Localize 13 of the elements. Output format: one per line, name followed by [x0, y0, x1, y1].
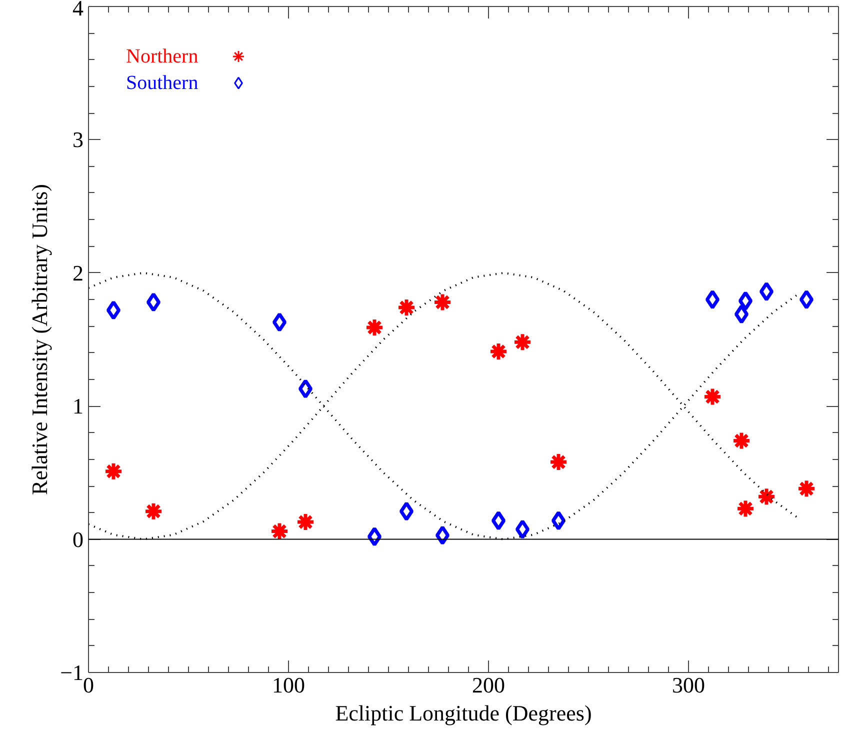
x-tick-label: 200: [472, 672, 505, 698]
x-tick-label: 100: [272, 672, 305, 698]
y-tick-label: 0: [72, 526, 84, 552]
y-tick-label: −1: [60, 660, 84, 685]
y-tick-label: 1: [72, 394, 84, 419]
x-tick-label: 300: [672, 672, 705, 698]
y-tick-label: 3: [72, 127, 84, 152]
y-axis-title: Relative Intensity (Arbitrary Units): [27, 184, 52, 495]
legend-label: Northern: [126, 45, 198, 68]
y-tick-label: 4: [72, 0, 84, 20]
y-tick-label: 2: [72, 260, 84, 286]
x-axis-title: Ecliptic Longitude (Degrees): [335, 700, 592, 726]
legend-label: Southern: [126, 72, 198, 94]
